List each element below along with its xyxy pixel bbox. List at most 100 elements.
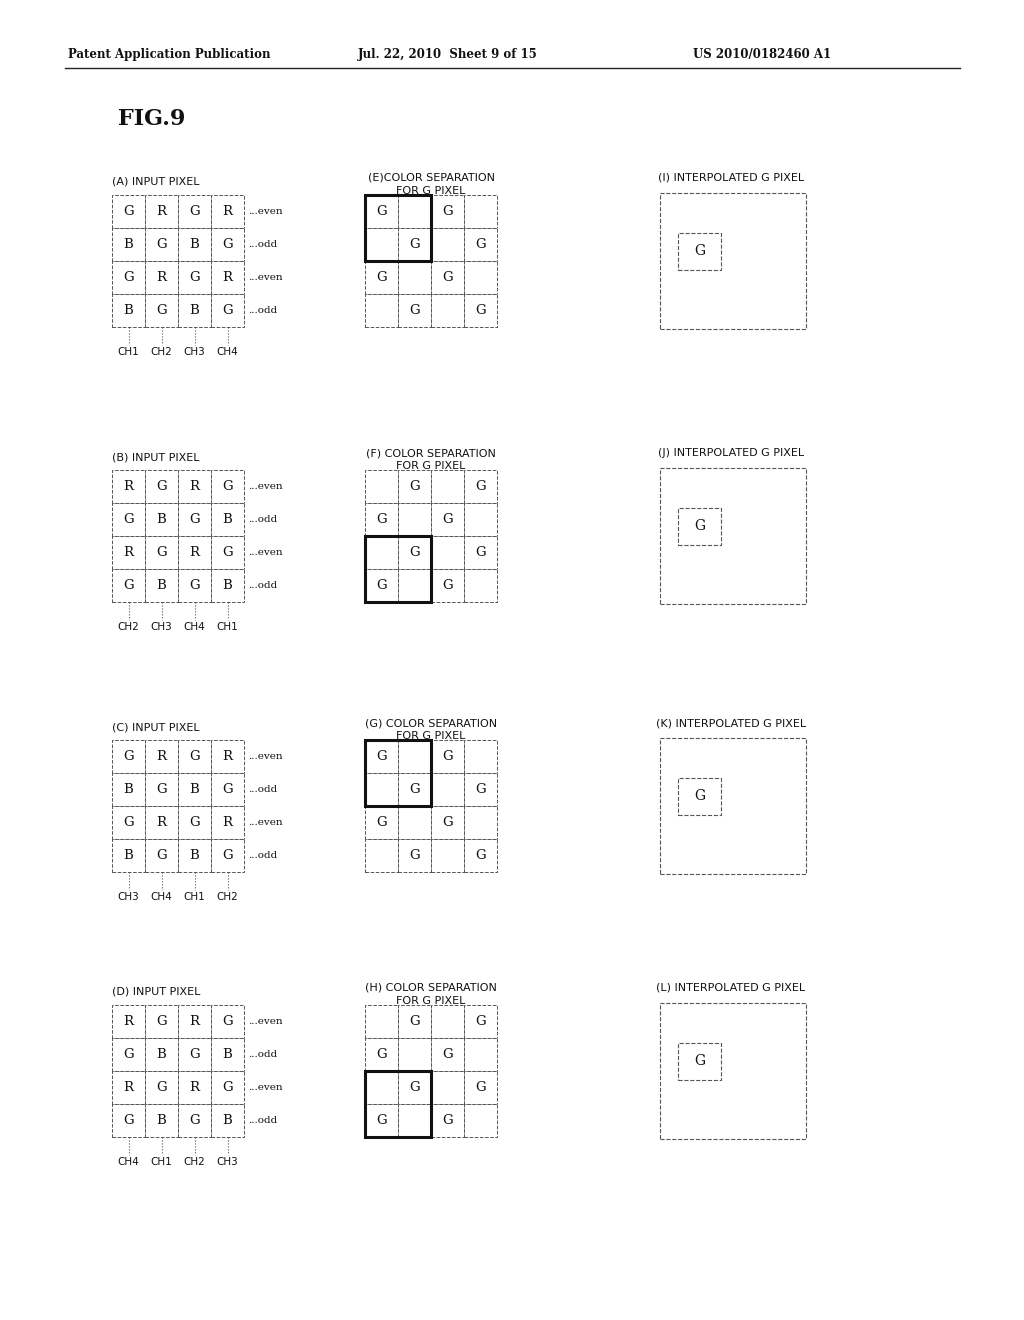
Text: CH4: CH4 <box>151 892 172 902</box>
Bar <box>365 1071 431 1137</box>
Text: ...even: ...even <box>248 482 283 491</box>
Bar <box>365 840 398 873</box>
Text: G: G <box>157 1015 167 1028</box>
Bar <box>464 1005 497 1038</box>
Text: FIG.9: FIG.9 <box>118 108 185 129</box>
Text: G: G <box>123 1114 134 1127</box>
Bar <box>431 261 464 294</box>
Bar <box>365 503 398 536</box>
Bar <box>145 228 178 261</box>
Bar <box>365 741 431 807</box>
Bar <box>464 195 497 228</box>
Bar <box>464 228 497 261</box>
Bar <box>112 261 145 294</box>
Text: B: B <box>157 579 166 591</box>
Bar <box>398 807 431 840</box>
Bar <box>211 294 244 327</box>
Bar <box>464 1071 497 1104</box>
Text: G: G <box>410 783 420 796</box>
Text: G: G <box>123 816 134 829</box>
Text: G: G <box>157 480 167 492</box>
Bar <box>211 228 244 261</box>
Text: G: G <box>222 849 232 862</box>
Bar <box>431 807 464 840</box>
Bar <box>365 741 398 774</box>
Text: G: G <box>123 205 134 218</box>
Bar <box>145 741 178 774</box>
Text: B: B <box>124 304 133 317</box>
Text: G: G <box>222 783 232 796</box>
Text: R: R <box>124 1081 133 1094</box>
Text: (B) INPUT PIXEL: (B) INPUT PIXEL <box>112 451 200 462</box>
Bar <box>398 536 431 569</box>
Bar <box>178 807 211 840</box>
Bar <box>178 261 211 294</box>
Text: G: G <box>410 546 420 558</box>
Bar <box>365 195 398 228</box>
Bar <box>145 1038 178 1071</box>
Text: FOR G PIXEL: FOR G PIXEL <box>396 461 466 471</box>
Bar <box>464 1038 497 1071</box>
Text: ...even: ...even <box>248 818 283 828</box>
Bar <box>145 294 178 327</box>
Text: ...even: ...even <box>248 1016 283 1026</box>
Text: R: R <box>157 750 167 763</box>
Text: CH1: CH1 <box>151 1158 172 1167</box>
Bar <box>365 1104 398 1137</box>
Bar <box>398 195 431 228</box>
Text: (H) COLOR SEPARATION: (H) COLOR SEPARATION <box>366 983 497 993</box>
Text: G: G <box>222 546 232 558</box>
Text: G: G <box>410 238 420 251</box>
Text: G: G <box>475 783 485 796</box>
Text: (F) COLOR SEPARATION: (F) COLOR SEPARATION <box>366 447 496 458</box>
Bar <box>398 470 431 503</box>
Bar <box>398 1038 431 1071</box>
Text: CH2: CH2 <box>151 347 172 356</box>
Bar <box>365 1038 398 1071</box>
Text: G: G <box>123 750 134 763</box>
Text: G: G <box>123 271 134 284</box>
Text: ...odd: ...odd <box>248 306 278 315</box>
Text: B: B <box>222 579 232 591</box>
Bar <box>145 569 178 602</box>
Bar <box>112 840 145 873</box>
Bar <box>464 536 497 569</box>
Bar <box>398 1104 431 1137</box>
Bar <box>464 294 497 327</box>
Text: G: G <box>475 1015 485 1028</box>
Text: G: G <box>157 1081 167 1094</box>
Bar <box>464 569 497 602</box>
Text: CH4: CH4 <box>183 622 206 632</box>
Bar <box>398 774 431 807</box>
Bar <box>112 294 145 327</box>
Text: ...odd: ...odd <box>248 785 278 795</box>
Bar <box>178 1005 211 1038</box>
Bar <box>464 807 497 840</box>
Text: ...odd: ...odd <box>248 851 278 861</box>
Text: G: G <box>410 1081 420 1094</box>
Bar <box>145 840 178 873</box>
Text: B: B <box>124 238 133 251</box>
Bar <box>464 470 497 503</box>
Bar <box>365 807 398 840</box>
Text: G: G <box>157 304 167 317</box>
Bar <box>431 470 464 503</box>
Bar <box>431 840 464 873</box>
Text: G: G <box>410 304 420 317</box>
Bar <box>178 503 211 536</box>
Bar <box>112 228 145 261</box>
Text: R: R <box>157 271 167 284</box>
Text: ...odd: ...odd <box>248 1049 278 1059</box>
Text: G: G <box>222 304 232 317</box>
Bar <box>431 741 464 774</box>
Bar <box>211 1071 244 1104</box>
Text: G: G <box>475 546 485 558</box>
Bar <box>178 741 211 774</box>
Bar <box>365 1071 398 1104</box>
Bar <box>431 1005 464 1038</box>
Bar <box>211 195 244 228</box>
Bar <box>112 1005 145 1038</box>
Bar <box>211 807 244 840</box>
Text: G: G <box>189 271 200 284</box>
Bar <box>178 195 211 228</box>
